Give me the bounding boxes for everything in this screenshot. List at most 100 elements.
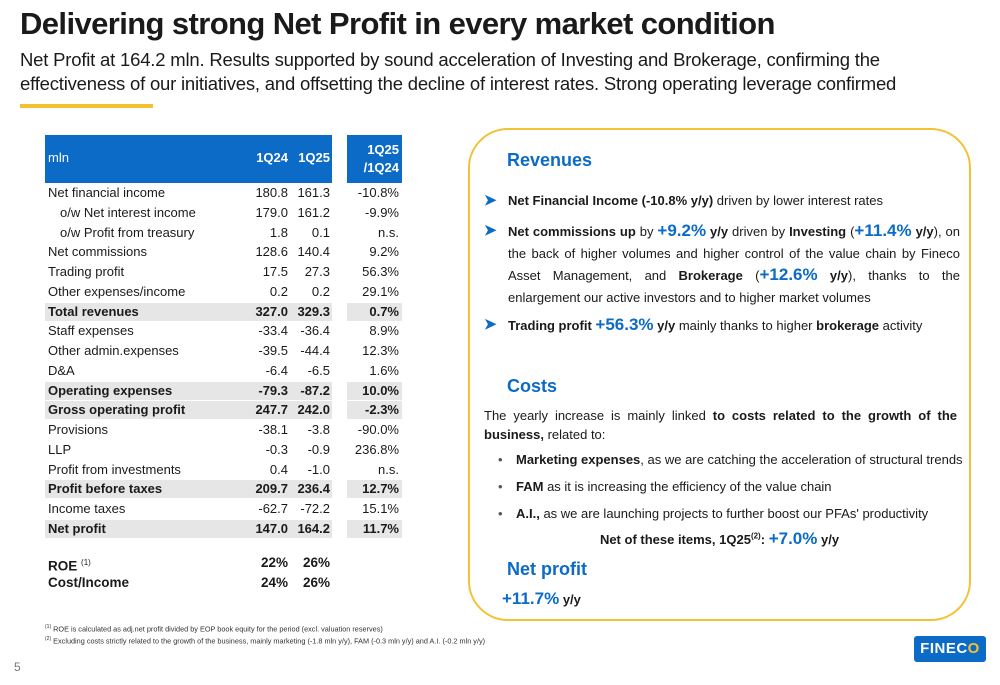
- net-profit-growth: +11.7% y/y: [502, 589, 581, 608]
- cell-yy: n.s.: [378, 224, 399, 240]
- footnote-1: (1) ROE is calculated as adj.net profit …: [45, 624, 383, 634]
- cell-1q24: 179.0: [255, 204, 288, 220]
- cell-1q25: 0.2: [311, 283, 330, 299]
- row-label: o/w Net interest income: [60, 204, 196, 220]
- revenues-heading: Revenues: [507, 150, 593, 170]
- row-label: Profit before taxes: [48, 481, 163, 497]
- header-yy: 1Q25 /1Q24: [363, 142, 399, 175]
- cell-yy: 12.3%: [362, 343, 399, 358]
- row-highlight-yy: [347, 519, 402, 538]
- cell-yy: 15.1%: [362, 501, 399, 516]
- commentary-box: Revenues ➤ Net Financial Income (-10.8% …: [468, 128, 971, 621]
- row-label: Other expenses/income: [48, 283, 186, 299]
- cell-1q25: -44.4: [300, 343, 330, 358]
- cell-1q25: -72.2: [300, 501, 330, 516]
- cell-1q24: -62.7: [258, 501, 288, 516]
- cell-1q25: -6.5: [307, 362, 330, 378]
- row-highlight: [45, 401, 332, 420]
- dot-bullet-icon: •: [498, 479, 503, 494]
- cell-1q25: 164.2: [297, 520, 330, 536]
- cell-1q25: 140.4: [297, 244, 330, 260]
- cell-1q24: 0.2: [269, 283, 288, 299]
- cell-1q25: 161.2: [297, 204, 330, 220]
- costs-intro: The yearly increase is mainly linked to …: [484, 408, 957, 442]
- cost-item-3: • A.I., as we are launching projects to f…: [498, 506, 929, 521]
- cell-1q25: 242.0: [297, 402, 330, 418]
- cell-yy: -10.8%: [357, 185, 399, 200]
- row-label: Total revenues: [48, 303, 139, 319]
- fineco-logo: FINECO: [914, 636, 986, 662]
- cell-1q24: 128.6: [255, 244, 288, 260]
- cell-1q25: 236.4: [297, 481, 330, 497]
- dot-bullet-icon: •: [498, 506, 503, 521]
- cell-1q24: 247.7: [255, 402, 288, 418]
- cell-1q24: 327.0: [255, 303, 288, 319]
- cell-1q25: -1.0: [307, 461, 330, 477]
- row-label: Net profit: [48, 520, 106, 536]
- row-label: Other admin.expenses: [48, 343, 179, 358]
- row-label: Gross operating profit: [48, 402, 186, 418]
- row-highlight-yy: [347, 480, 402, 499]
- row-label: Provisions: [48, 422, 108, 437]
- net-profit-heading: Net profit: [507, 559, 587, 579]
- row-label: Staff expenses: [48, 323, 134, 339]
- cell-1q24: -6.4: [265, 362, 288, 378]
- arrow-bullet-icon: ➤: [484, 192, 497, 209]
- cell-1q24: 1.8: [269, 224, 288, 240]
- header-yy-bg: [347, 135, 402, 183]
- cost-item-2: • FAM as it is increasing the efficiency …: [498, 479, 832, 494]
- cell-yy: 11.7%: [362, 520, 399, 536]
- cell-yy: 12.7%: [362, 481, 399, 497]
- row-highlight: [45, 302, 332, 321]
- arrow-bullet-icon: ➤: [484, 222, 497, 239]
- cell-yy: 10.0%: [362, 382, 399, 398]
- cell-1q24: 209.7: [255, 481, 288, 497]
- row-label: Trading profit: [48, 264, 125, 279]
- cell-yy: 9.2%: [369, 244, 399, 260]
- cell-1q24: -79.3: [258, 382, 288, 398]
- cell-1q25: -87.2: [300, 382, 330, 398]
- net-of-items: Net of these items, 1Q25(2): +7.0% y/y: [599, 529, 840, 548]
- row-label: Profit from investments: [48, 461, 181, 477]
- cell-1q25: 329.3: [297, 303, 330, 319]
- row-label: o/w Profit from treasury: [60, 224, 195, 240]
- header-bg: [45, 135, 332, 183]
- header-1q25: 1Q25: [298, 150, 330, 165]
- cell-1q25: 161.3: [297, 185, 330, 200]
- cell-1q24: 0.4: [269, 461, 288, 477]
- cost-item-1: • Marketing expenses, as we are catching …: [498, 452, 963, 467]
- cell-1q25: 27.3: [304, 264, 330, 279]
- cell-yy: -2.3%: [365, 402, 399, 418]
- row-label: Net commissions: [48, 244, 147, 260]
- cell-1q24: 147.0: [255, 520, 288, 536]
- row-highlight-yy: [347, 381, 402, 400]
- cell-1q25: 0.1: [311, 224, 330, 240]
- cell-yy: 236.8%: [354, 441, 399, 457]
- row-label: D&A: [48, 362, 75, 378]
- row-highlight: [45, 519, 332, 538]
- cell-1q24: 180.8: [255, 185, 288, 200]
- row-highlight-yy: [347, 302, 402, 321]
- cell-yy: -90.0%: [357, 422, 399, 437]
- costs-heading: Costs: [507, 376, 558, 396]
- row-highlight-yy: [347, 401, 402, 420]
- cell-1q25: -3.8: [307, 422, 330, 437]
- header-1q24: 1Q24: [256, 150, 288, 165]
- cell-1q24: -33.4: [258, 323, 288, 339]
- cell-yy: 1.6%: [369, 362, 399, 378]
- cell-yy: -9.9%: [365, 204, 399, 220]
- arrow-bullet-icon: ➤: [484, 316, 497, 333]
- footnotes: (1) ROE is calculated as adj.net profit …: [45, 622, 485, 647]
- page-title: Delivering strong Net Profit in every ma…: [20, 6, 775, 41]
- row-label: Operating expenses: [48, 382, 173, 398]
- title-accent-bar: [20, 104, 153, 108]
- row-label: Income taxes: [48, 501, 126, 516]
- cell-1q25: -36.4: [300, 323, 330, 339]
- page-number: 5: [14, 660, 21, 674]
- cell-yy: 56.3%: [362, 264, 399, 279]
- row-highlight: [45, 480, 332, 499]
- header-mln: mln: [48, 150, 69, 165]
- cell-yy: n.s.: [378, 461, 399, 477]
- cell-1q24: -0.3: [265, 441, 288, 457]
- cell-yy: 0.7%: [369, 303, 399, 319]
